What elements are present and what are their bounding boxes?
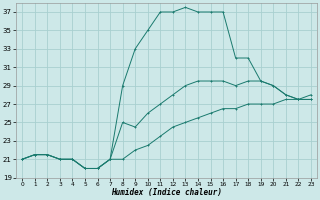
X-axis label: Humidex (Indice chaleur): Humidex (Indice chaleur) <box>111 188 222 197</box>
